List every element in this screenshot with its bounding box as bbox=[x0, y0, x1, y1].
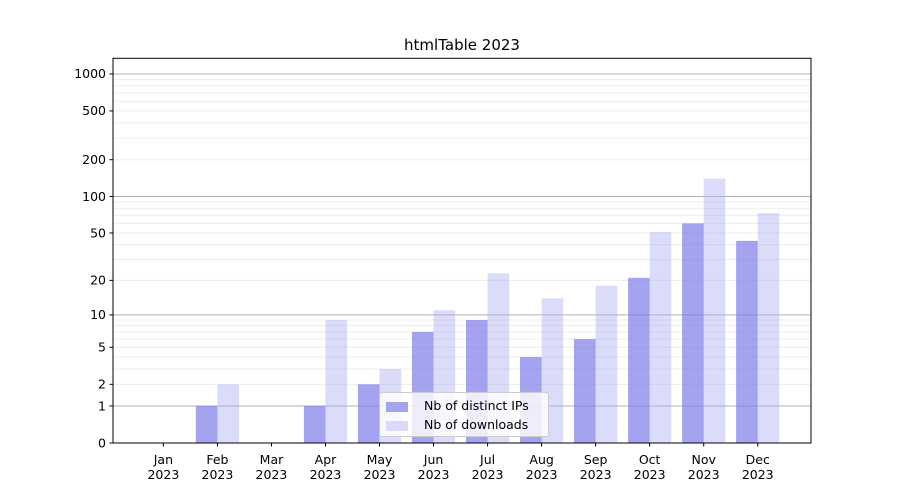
y-tick-label: 20 bbox=[90, 273, 106, 288]
x-tick-label-month: Mar bbox=[260, 452, 284, 467]
x-tick-label-year: 2023 bbox=[580, 467, 612, 482]
bar-may-distinct-ips bbox=[357, 384, 380, 443]
x-tick-label-month: Apr bbox=[315, 452, 337, 467]
axis-layer: 01251020501002005001000Jan2023Feb2023Mar… bbox=[74, 57, 812, 482]
x-tick-label-year: 2023 bbox=[472, 467, 504, 482]
x-tick-label-month: Nov bbox=[691, 452, 716, 467]
y-tick-label: 1000 bbox=[74, 66, 106, 81]
bar-sep-distinct-ips bbox=[574, 339, 596, 443]
x-tick-label-year: 2023 bbox=[202, 467, 234, 482]
y-tick-label: 0 bbox=[98, 435, 106, 450]
legend: Nb of distinct IPs Nb of downloads bbox=[379, 392, 549, 437]
x-tick-label-year: 2023 bbox=[418, 467, 450, 482]
x-tick-label-year: 2023 bbox=[147, 467, 179, 482]
chart-title: htmlTable 2023 bbox=[404, 36, 520, 54]
legend-label-distinct-ips: Nb of distinct IPs bbox=[424, 398, 529, 414]
x-tick-label-year: 2023 bbox=[256, 467, 288, 482]
bar-sep-downloads bbox=[595, 285, 618, 443]
x-tick-label-month: Sep bbox=[584, 452, 608, 467]
x-tick-label-month: Jul bbox=[479, 452, 495, 467]
x-tick-label-year: 2023 bbox=[634, 467, 666, 482]
x-tick-label-month: Oct bbox=[639, 452, 661, 467]
legend-item-downloads: Nb of downloads bbox=[386, 416, 548, 435]
y-tick-label: 10 bbox=[90, 307, 106, 322]
x-tick-label-year: 2023 bbox=[310, 467, 342, 482]
bar-feb-distinct-ips bbox=[195, 405, 218, 443]
y-tick-label: 5 bbox=[98, 340, 106, 355]
legend-item-distinct-ips: Nb of distinct IPs bbox=[386, 397, 548, 416]
bar-nov-downloads bbox=[703, 178, 726, 443]
y-tick-label: 200 bbox=[82, 152, 106, 167]
y-tick-label: 100 bbox=[82, 189, 106, 204]
bar-apr-downloads bbox=[325, 320, 348, 443]
y-tick-label: 50 bbox=[90, 225, 106, 240]
bar-oct-distinct-ips bbox=[628, 277, 650, 443]
y-tick-label: 1 bbox=[98, 398, 106, 413]
x-tick-label-year: 2023 bbox=[364, 467, 396, 482]
legend-label-downloads: Nb of downloads bbox=[424, 417, 529, 433]
bar-feb-downloads bbox=[217, 384, 240, 443]
legend-swatch-downloads bbox=[386, 420, 408, 431]
bar-oct-downloads bbox=[649, 231, 672, 443]
y-tick-label: 500 bbox=[82, 103, 106, 118]
x-tick-label-month: May bbox=[367, 452, 393, 467]
x-tick-label-year: 2023 bbox=[688, 467, 720, 482]
x-tick-label-month: Jun bbox=[423, 452, 444, 467]
x-tick-label-year: 2023 bbox=[526, 467, 558, 482]
legend-swatch-distinct-ips bbox=[386, 401, 408, 412]
x-tick-label-month: Jan bbox=[153, 452, 173, 467]
plot-frame bbox=[112, 57, 812, 444]
x-tick-label-month: Feb bbox=[206, 452, 228, 467]
bar-dec-downloads bbox=[757, 213, 780, 443]
x-tick-label-month: Aug bbox=[529, 452, 553, 467]
bar-apr-distinct-ips bbox=[303, 405, 326, 443]
bar-nov-distinct-ips bbox=[682, 223, 704, 443]
bar-dec-distinct-ips bbox=[736, 240, 758, 443]
y-tick-label: 2 bbox=[98, 377, 106, 392]
x-tick-label-month: Dec bbox=[746, 452, 770, 467]
x-tick-label-year: 2023 bbox=[742, 467, 774, 482]
